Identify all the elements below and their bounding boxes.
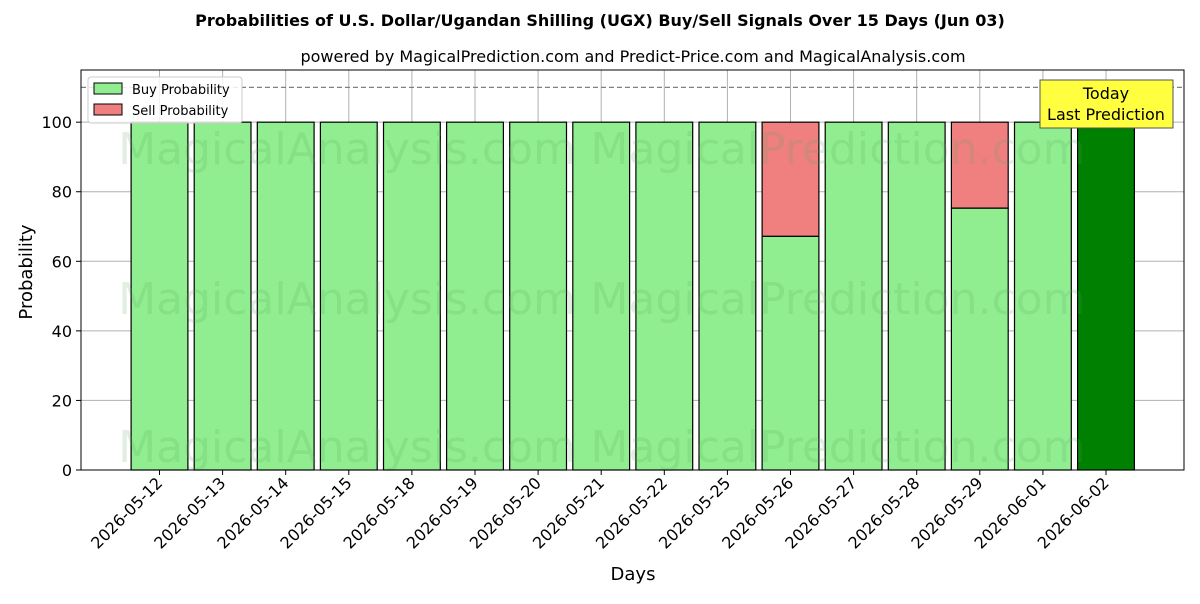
annotation-today: Today: [1082, 84, 1129, 103]
watermark-text: MagicalAnalysis.com: [118, 422, 576, 473]
buy-bar: [635, 121, 694, 471]
watermark-text: MagicalAnalysis.com: [118, 124, 576, 175]
x-axis-label: Days: [611, 564, 656, 585]
buy-bar: [1077, 121, 1135, 471]
buy-bar: [509, 121, 568, 471]
watermark-text: MagicalPrediction.com: [591, 274, 1086, 325]
legend-label-buy: Buy Probability: [132, 83, 230, 98]
y-tick-label: 80: [52, 183, 72, 202]
legend-box: [87, 76, 243, 124]
plot-frame: [80, 69, 1185, 471]
buy-bar: [446, 121, 504, 471]
chart-title: Probabilities of U.S. Dollar/Ugandan Shi…: [195, 11, 1005, 30]
buy-bar: [572, 121, 631, 471]
legend-label-sell: Sell Probability: [132, 104, 229, 119]
buy-bar: [1013, 121, 1072, 471]
sell-bar: [761, 121, 820, 237]
watermark-text: MagicalAnalysis.com: [118, 274, 576, 325]
annotation-box: [1039, 79, 1174, 129]
y-axis-label: Probability: [16, 224, 37, 319]
chart-subtitle: powered by MagicalPrediction.com and Pre…: [300, 47, 965, 66]
y-tick-label: 0: [62, 461, 72, 480]
sell-bar: [950, 121, 1009, 209]
watermark-text: MagicalPrediction.com: [591, 422, 1086, 473]
buy-bar: [950, 207, 1009, 471]
buy-bar: [319, 121, 378, 471]
y-tick-label: 20: [52, 391, 72, 410]
legend-swatch-buy: [93, 82, 123, 95]
y-tick-label: 100: [41, 113, 72, 132]
legend-swatch-sell: [93, 103, 123, 116]
buy-bar: [887, 121, 946, 471]
plot-area: MagicalAnalysis.com MagicalPrediction.com…: [41, 69, 1185, 553]
buy-bar: [382, 121, 441, 471]
y-tick-label: 60: [52, 252, 72, 271]
buy-bar: [824, 121, 883, 471]
annotation-last-prediction: Last Prediction: [1047, 105, 1165, 124]
y-tick-label: 40: [52, 322, 72, 341]
watermark-text: MagicalPrediction.com: [591, 124, 1086, 175]
